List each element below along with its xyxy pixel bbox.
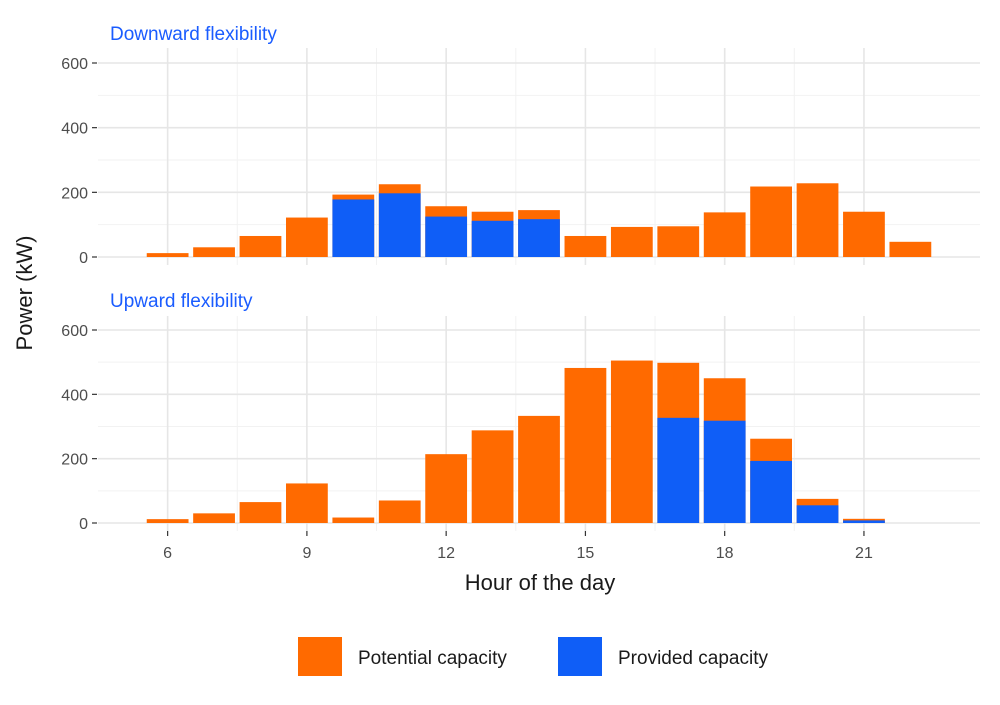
legend-item: Provided capacity bbox=[558, 637, 768, 676]
y-tick-label: 200 bbox=[61, 452, 88, 469]
bar-potential-21 bbox=[843, 211, 885, 257]
bar-potential-19 bbox=[750, 186, 792, 257]
bar-provided-14 bbox=[518, 219, 560, 257]
chart-panels: 0 200 400 600 Downward flexibility 0 200 400 600… bbox=[61, 24, 980, 562]
bar-potential-22 bbox=[889, 241, 932, 257]
y-tick-label: 600 bbox=[61, 323, 88, 340]
bars bbox=[146, 360, 885, 523]
bar-potential-6 bbox=[146, 519, 189, 523]
bar-provided-19 bbox=[750, 460, 792, 523]
panel-downward: 0 200 400 600 Downward flexibility bbox=[61, 24, 980, 267]
y-tick-label: 600 bbox=[61, 56, 88, 73]
bar-potential-14 bbox=[518, 415, 560, 523]
y-tick-label: 0 bbox=[79, 250, 88, 267]
legend-label: Potential capacity bbox=[358, 648, 507, 669]
bar-provided-18 bbox=[703, 420, 746, 523]
bar-potential-18 bbox=[703, 212, 746, 257]
bar-provided-21 bbox=[843, 520, 885, 523]
bar-provided-12 bbox=[425, 216, 468, 257]
x-axis-title: Hour of the day bbox=[465, 570, 615, 595]
legend-label: Provided capacity bbox=[618, 648, 768, 669]
bar-potential-6 bbox=[146, 253, 189, 257]
bar-potential-9 bbox=[286, 217, 328, 257]
x-tick-label: 12 bbox=[437, 545, 455, 562]
x-tick-label: 21 bbox=[855, 545, 873, 562]
bar-potential-12 bbox=[425, 454, 468, 523]
bar-provided-11 bbox=[378, 193, 421, 257]
bar-provided-10 bbox=[332, 199, 375, 257]
y-axis: 0 200 400 600 bbox=[61, 56, 97, 267]
bar-potential-13 bbox=[471, 430, 514, 523]
x-tick-label: 9 bbox=[302, 545, 311, 562]
panel-title: Upward flexibility bbox=[110, 291, 253, 312]
x-axis: 6 9 12 15 18 21 bbox=[163, 531, 873, 562]
legend-item: Potential capacity bbox=[298, 637, 507, 676]
bar-potential-17 bbox=[657, 226, 700, 257]
bar-potential-9 bbox=[286, 483, 328, 523]
x-tick-label: 6 bbox=[163, 545, 172, 562]
bar-potential-11 bbox=[378, 500, 421, 523]
bar-potential-20 bbox=[796, 183, 839, 257]
bar-potential-7 bbox=[193, 513, 235, 523]
bars bbox=[146, 183, 932, 257]
bar-provided-20 bbox=[796, 505, 839, 523]
panel-upward: 0 200 400 600 Upward flexibility bbox=[61, 291, 980, 533]
x-tick-label: 18 bbox=[716, 545, 734, 562]
bar-potential-8 bbox=[239, 235, 282, 257]
bar-potential-10 bbox=[332, 517, 375, 523]
legend-swatch bbox=[298, 637, 342, 676]
y-tick-label: 200 bbox=[61, 185, 88, 202]
bar-potential-7 bbox=[193, 247, 235, 257]
legend-swatch bbox=[558, 637, 602, 676]
x-tick-label: 15 bbox=[577, 545, 595, 562]
bar-potential-16 bbox=[610, 360, 653, 523]
panel-title: Downward flexibility bbox=[110, 24, 277, 45]
bar-provided-17 bbox=[657, 417, 700, 523]
bar-potential-8 bbox=[239, 502, 282, 523]
y-tick-label: 0 bbox=[79, 516, 88, 533]
bar-potential-15 bbox=[564, 367, 607, 523]
y-tick-label: 400 bbox=[61, 387, 88, 404]
y-tick-label: 400 bbox=[61, 121, 88, 138]
bar-potential-16 bbox=[610, 226, 653, 257]
bar-provided-13 bbox=[471, 220, 514, 257]
y-axis: 0 200 400 600 bbox=[61, 323, 97, 533]
bar-potential-15 bbox=[564, 235, 607, 257]
legend: Potential capacity Provided capacity bbox=[298, 637, 768, 676]
y-axis-title: Power (kW) bbox=[12, 236, 37, 351]
